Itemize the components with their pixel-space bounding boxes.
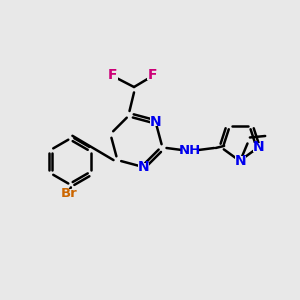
Bar bbox=[107, 70, 118, 80]
Text: Br: Br bbox=[61, 187, 78, 200]
Text: F: F bbox=[148, 68, 158, 82]
Bar bbox=[147, 70, 158, 80]
Bar bbox=[150, 117, 161, 126]
Text: F: F bbox=[108, 68, 117, 82]
Bar bbox=[61, 189, 78, 198]
Bar bbox=[253, 143, 264, 152]
Bar bbox=[235, 156, 246, 165]
Text: N: N bbox=[252, 140, 264, 154]
Text: N: N bbox=[138, 160, 149, 174]
Bar bbox=[138, 163, 149, 172]
Text: N: N bbox=[235, 154, 246, 168]
Text: N: N bbox=[150, 115, 161, 129]
Text: NH: NH bbox=[178, 145, 201, 158]
Bar bbox=[181, 146, 198, 155]
